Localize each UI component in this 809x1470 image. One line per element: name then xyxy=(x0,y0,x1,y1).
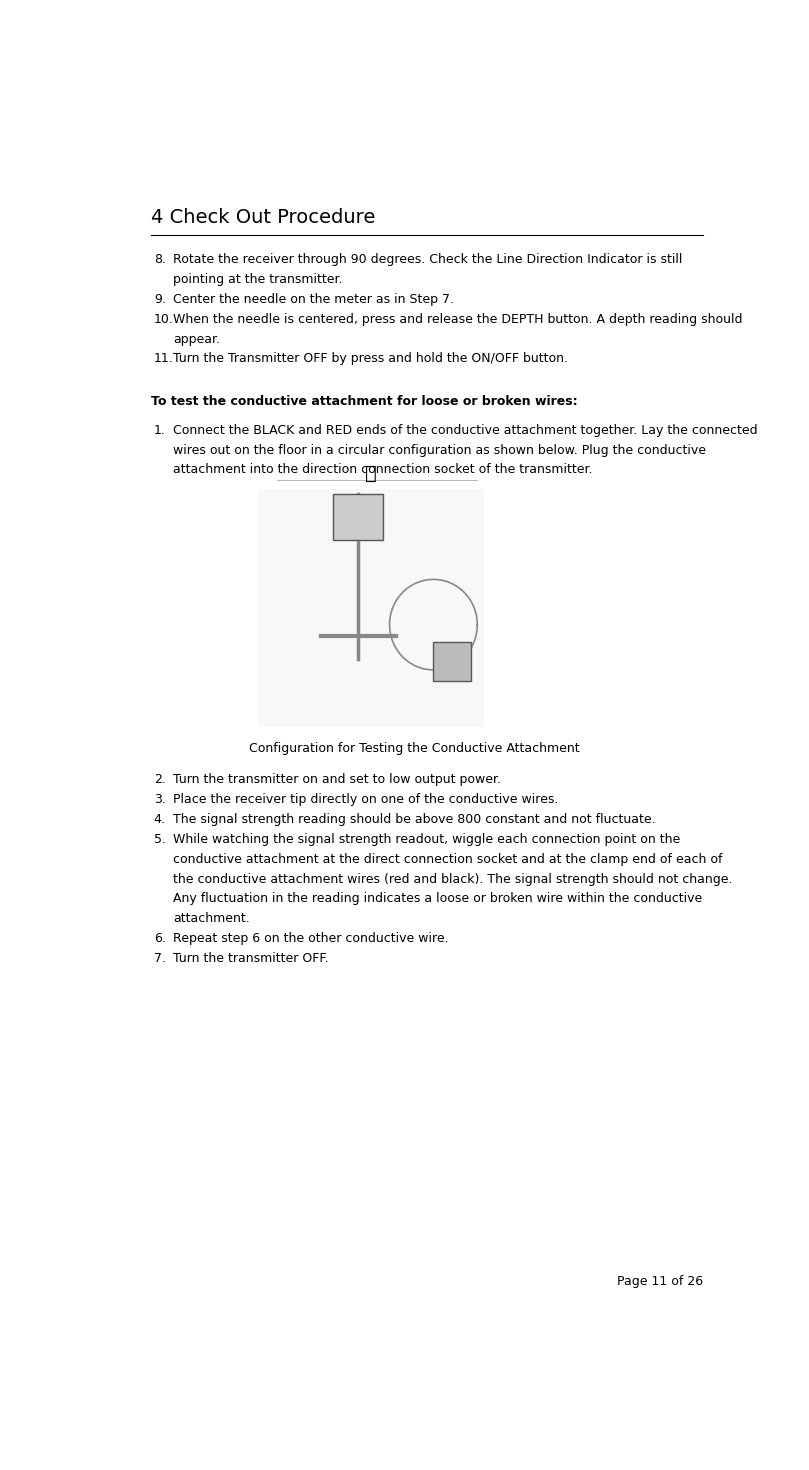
Text: While watching the signal strength readout, wiggle each connection point on the: While watching the signal strength reado… xyxy=(173,833,680,845)
Text: wires out on the floor in a circular configuration as shown below. Plug the cond: wires out on the floor in a circular con… xyxy=(173,444,706,457)
Text: 3.: 3. xyxy=(154,794,166,806)
Text: 🤚: 🤚 xyxy=(365,465,377,484)
Text: Turn the transmitter OFF.: Turn the transmitter OFF. xyxy=(173,951,328,964)
Text: 4 Check Out Procedure: 4 Check Out Procedure xyxy=(151,209,375,226)
Bar xyxy=(434,641,471,681)
Text: 6.: 6. xyxy=(154,932,166,945)
Text: attachment into the direction connection socket of the transmitter.: attachment into the direction connection… xyxy=(173,463,593,476)
Bar xyxy=(258,490,484,726)
Text: Turn the transmitter on and set to low output power.: Turn the transmitter on and set to low o… xyxy=(173,773,502,786)
Text: 11.: 11. xyxy=(154,353,174,366)
Text: Repeat step 6 on the other conductive wire.: Repeat step 6 on the other conductive wi… xyxy=(173,932,449,945)
Text: Any fluctuation in the reading indicates a loose or broken wire within the condu: Any fluctuation in the reading indicates… xyxy=(173,892,702,906)
Bar xyxy=(333,494,383,539)
Text: pointing at the transmitter.: pointing at the transmitter. xyxy=(173,273,343,287)
Text: conductive attachment at the direct connection socket and at the clamp end of ea: conductive attachment at the direct conn… xyxy=(173,853,722,866)
Text: 7.: 7. xyxy=(154,951,166,964)
Text: Page 11 of 26: Page 11 of 26 xyxy=(617,1274,703,1288)
Text: Rotate the receiver through 90 degrees. Check the Line Direction Indicator is st: Rotate the receiver through 90 degrees. … xyxy=(173,253,683,266)
Text: 5.: 5. xyxy=(154,833,166,845)
Text: Configuration for Testing the Conductive Attachment: Configuration for Testing the Conductive… xyxy=(249,742,580,756)
Text: 8.: 8. xyxy=(154,253,166,266)
Text: 10.: 10. xyxy=(154,313,174,326)
Text: Center the needle on the meter as in Step 7.: Center the needle on the meter as in Ste… xyxy=(173,293,454,306)
Text: 1.: 1. xyxy=(154,423,166,437)
Text: To test the conductive attachment for loose or broken wires:: To test the conductive attachment for lo… xyxy=(151,395,578,407)
Text: appear.: appear. xyxy=(173,332,220,345)
Text: 9.: 9. xyxy=(154,293,166,306)
Text: The signal strength reading should be above 800 constant and not fluctuate.: The signal strength reading should be ab… xyxy=(173,813,656,826)
Text: attachment.: attachment. xyxy=(173,911,250,925)
Text: the conductive attachment wires (red and black). The signal strength should not : the conductive attachment wires (red and… xyxy=(173,873,733,885)
Text: 4.: 4. xyxy=(154,813,166,826)
Text: Place the receiver tip directly on one of the conductive wires.: Place the receiver tip directly on one o… xyxy=(173,794,558,806)
Text: Turn the Transmitter OFF by press and hold the ON/OFF button.: Turn the Transmitter OFF by press and ho… xyxy=(173,353,568,366)
Text: 2.: 2. xyxy=(154,773,166,786)
Text: Connect the BLACK and RED ends of the conductive attachment together. Lay the co: Connect the BLACK and RED ends of the co… xyxy=(173,423,758,437)
Text: When the needle is centered, press and release the DEPTH button. A depth reading: When the needle is centered, press and r… xyxy=(173,313,743,326)
